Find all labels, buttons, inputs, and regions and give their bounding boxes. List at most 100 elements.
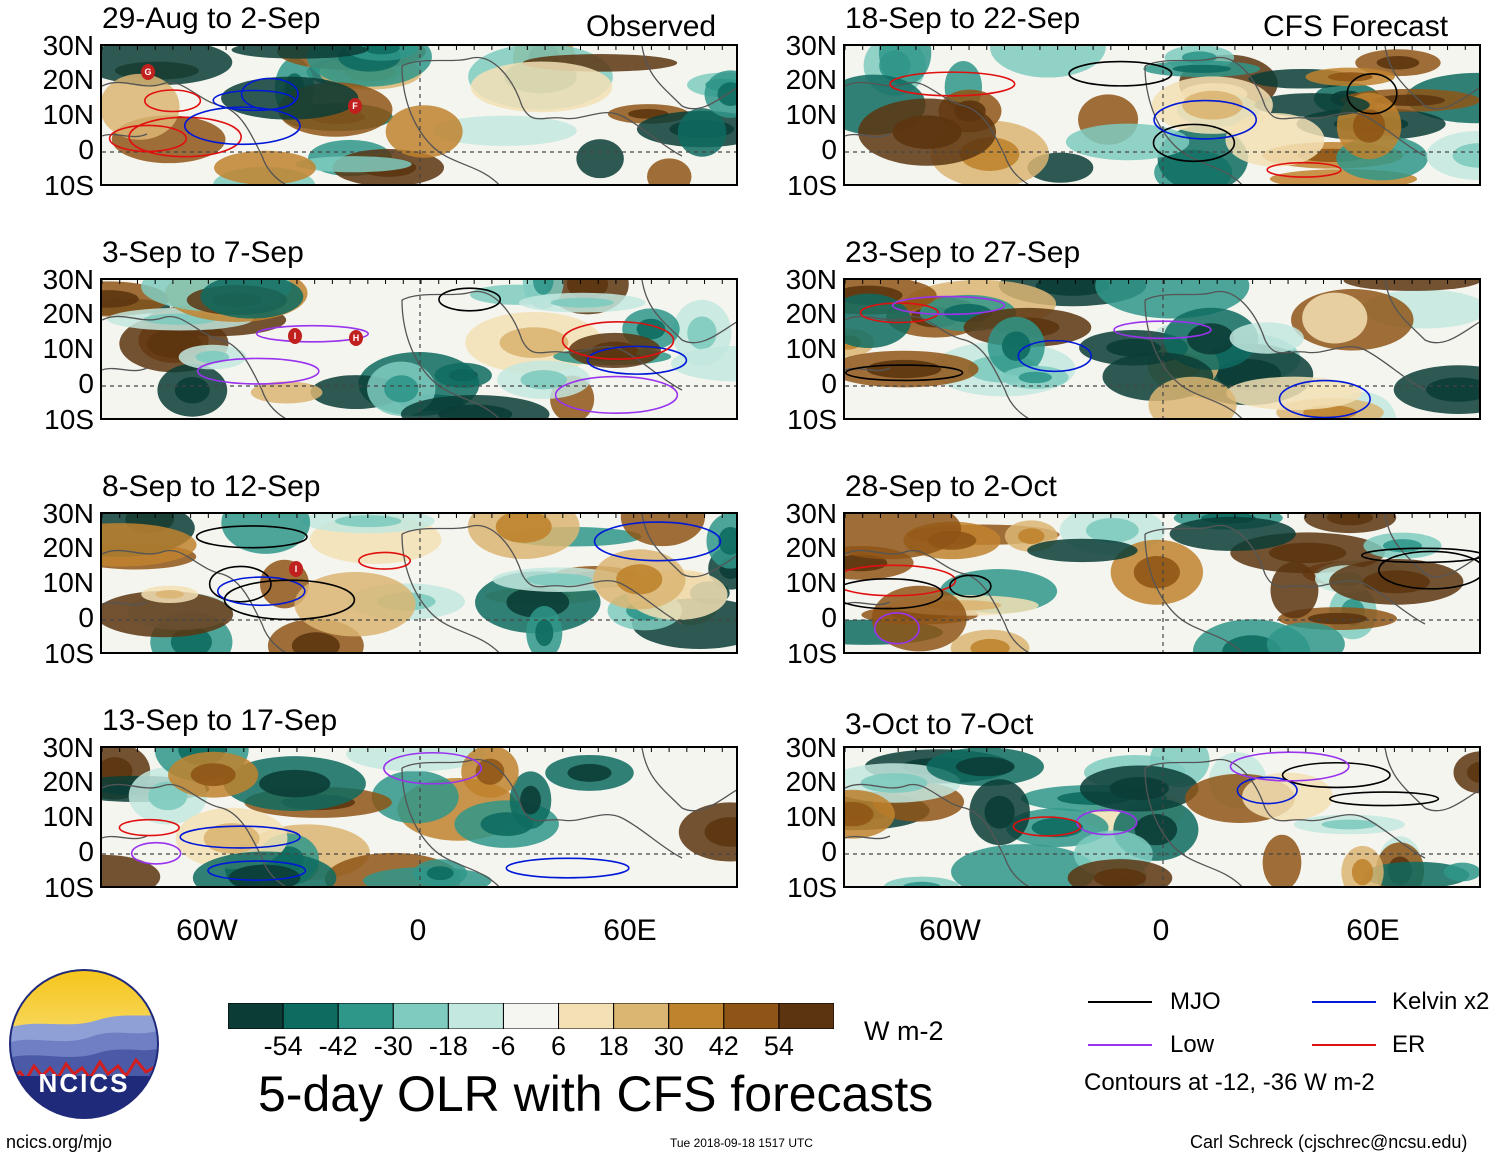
lat-tick-label: 10N bbox=[42, 333, 94, 364]
lat-tick-label: 10N bbox=[42, 801, 94, 832]
olr-anomaly-core bbox=[845, 802, 874, 827]
kelvin-contour bbox=[183, 106, 301, 146]
panel-title: 23-Sep to 27-Sep bbox=[845, 236, 1081, 269]
colorbar-tick-label: 6 bbox=[551, 1031, 567, 1061]
olr-anomaly-core bbox=[190, 763, 236, 787]
olr-anomaly-blob bbox=[871, 585, 967, 652]
coastline bbox=[1144, 56, 1426, 157]
coastline bbox=[102, 315, 286, 418]
coastline bbox=[641, 748, 736, 812]
lat-tick-label: 30N bbox=[42, 264, 94, 295]
lat-tick-label: 10N bbox=[785, 567, 837, 598]
olr-anomaly-core bbox=[535, 619, 554, 647]
olr-anomaly-core bbox=[334, 515, 402, 528]
olr-anomaly-core bbox=[520, 785, 541, 815]
coastline bbox=[845, 315, 1029, 418]
olr-map bbox=[843, 746, 1481, 888]
lat-tick-label: 0 bbox=[78, 134, 94, 165]
olr-anomaly-core bbox=[499, 327, 569, 358]
coastline bbox=[845, 783, 1029, 886]
mjo-contour bbox=[1068, 60, 1173, 87]
colorbar-swatch bbox=[723, 1002, 780, 1030]
mjo-contour bbox=[1281, 761, 1391, 789]
storm-marker: G bbox=[141, 64, 155, 80]
olr-anomaly-blob bbox=[102, 854, 161, 886]
olr-anomaly-core bbox=[520, 370, 567, 390]
olr-anomaly-blob bbox=[1169, 516, 1296, 551]
er-contour bbox=[144, 89, 202, 113]
observed-label: Observed bbox=[586, 10, 717, 43]
coastline bbox=[641, 514, 736, 578]
olr-anomaly-core bbox=[687, 316, 717, 350]
olr-anomaly-core bbox=[1268, 542, 1347, 564]
coastline bbox=[1384, 748, 1479, 812]
er-contour bbox=[889, 71, 1016, 97]
mjo-contour bbox=[223, 579, 356, 621]
lat-tick-label: 30N bbox=[785, 732, 837, 763]
mjo-contour bbox=[195, 525, 308, 549]
logo-text: NCICS bbox=[38, 1068, 130, 1098]
olr-anomaly-core bbox=[1362, 570, 1430, 594]
lat-tick-label: 20N bbox=[785, 532, 837, 563]
olr-anomaly-blob bbox=[102, 523, 197, 567]
olr-anomaly-blob bbox=[1027, 538, 1138, 563]
kelvin-contour bbox=[1017, 339, 1092, 373]
lat-tick-label: 10S bbox=[44, 638, 94, 669]
low-contour bbox=[554, 375, 679, 415]
storm-marker: I bbox=[288, 328, 302, 344]
olr-map-svg bbox=[845, 514, 1479, 652]
lon-tick-label: 60W bbox=[919, 914, 981, 947]
footer-url[interactable]: ncics.org/mjo bbox=[6, 1132, 113, 1152]
olr-anomaly-core bbox=[532, 280, 554, 295]
er-contour bbox=[561, 320, 675, 360]
legend-label-er: ER bbox=[1392, 1031, 1426, 1058]
olr-map-svg bbox=[102, 514, 736, 652]
olr-anomaly-blob bbox=[102, 73, 180, 140]
storm-marker: H bbox=[349, 330, 363, 346]
panel-title: 8-Sep to 12-Sep bbox=[102, 470, 321, 503]
olr-anomaly-core bbox=[1375, 94, 1446, 106]
olr-map bbox=[100, 746, 738, 888]
coastline bbox=[1144, 524, 1426, 625]
coastline bbox=[1144, 299, 1243, 418]
er-contour bbox=[845, 564, 957, 597]
kelvin-contour bbox=[179, 825, 301, 849]
olr-anomaly-core bbox=[195, 350, 230, 364]
olr-anomaly-core bbox=[1351, 859, 1374, 886]
coastline bbox=[401, 524, 683, 625]
lat-tick-label: 10N bbox=[785, 99, 837, 130]
olr-anomaly-core bbox=[860, 773, 928, 793]
lat-tick-label: 30N bbox=[42, 498, 94, 529]
mjo-contour bbox=[1152, 123, 1236, 163]
kelvin-contour bbox=[593, 521, 722, 562]
legend-line-er bbox=[1312, 1044, 1376, 1046]
coastline bbox=[1144, 290, 1426, 391]
colorbar-swatch bbox=[558, 1002, 615, 1030]
olr-anomaly-core bbox=[1109, 776, 1169, 800]
olr-anomaly-core bbox=[155, 589, 184, 599]
legend-label-mjo: MJO bbox=[1170, 988, 1221, 1015]
colorbar-tick-label: -30 bbox=[373, 1031, 413, 1061]
olr-anomaly-core bbox=[866, 359, 942, 379]
coastline bbox=[401, 290, 683, 391]
olr-anomaly-blob bbox=[1453, 751, 1479, 794]
panel-title: 29-Aug to 2-Sep bbox=[102, 2, 321, 35]
lat-tick-label: 10N bbox=[785, 801, 837, 832]
olr-anomaly-blob bbox=[878, 46, 932, 85]
olr-anomaly-blob bbox=[951, 844, 1097, 886]
olr-anomaly-core bbox=[1106, 338, 1161, 357]
low-contour bbox=[255, 324, 369, 343]
coastline bbox=[1144, 65, 1243, 184]
olr-anomaly-core bbox=[525, 573, 593, 586]
olr-anomaly-blob bbox=[432, 115, 577, 146]
storm-marker: I bbox=[289, 561, 303, 577]
olr-anomaly-core bbox=[291, 632, 340, 652]
olr-anomaly-core bbox=[1035, 280, 1110, 296]
olr-anomaly-core bbox=[1018, 371, 1052, 384]
lat-tick-label: 0 bbox=[78, 602, 94, 633]
lat-tick-label: 0 bbox=[821, 602, 837, 633]
coastline bbox=[1384, 46, 1479, 110]
coastline bbox=[1144, 767, 1243, 886]
low-contour bbox=[1113, 320, 1212, 340]
kelvin-contour bbox=[1236, 776, 1298, 805]
